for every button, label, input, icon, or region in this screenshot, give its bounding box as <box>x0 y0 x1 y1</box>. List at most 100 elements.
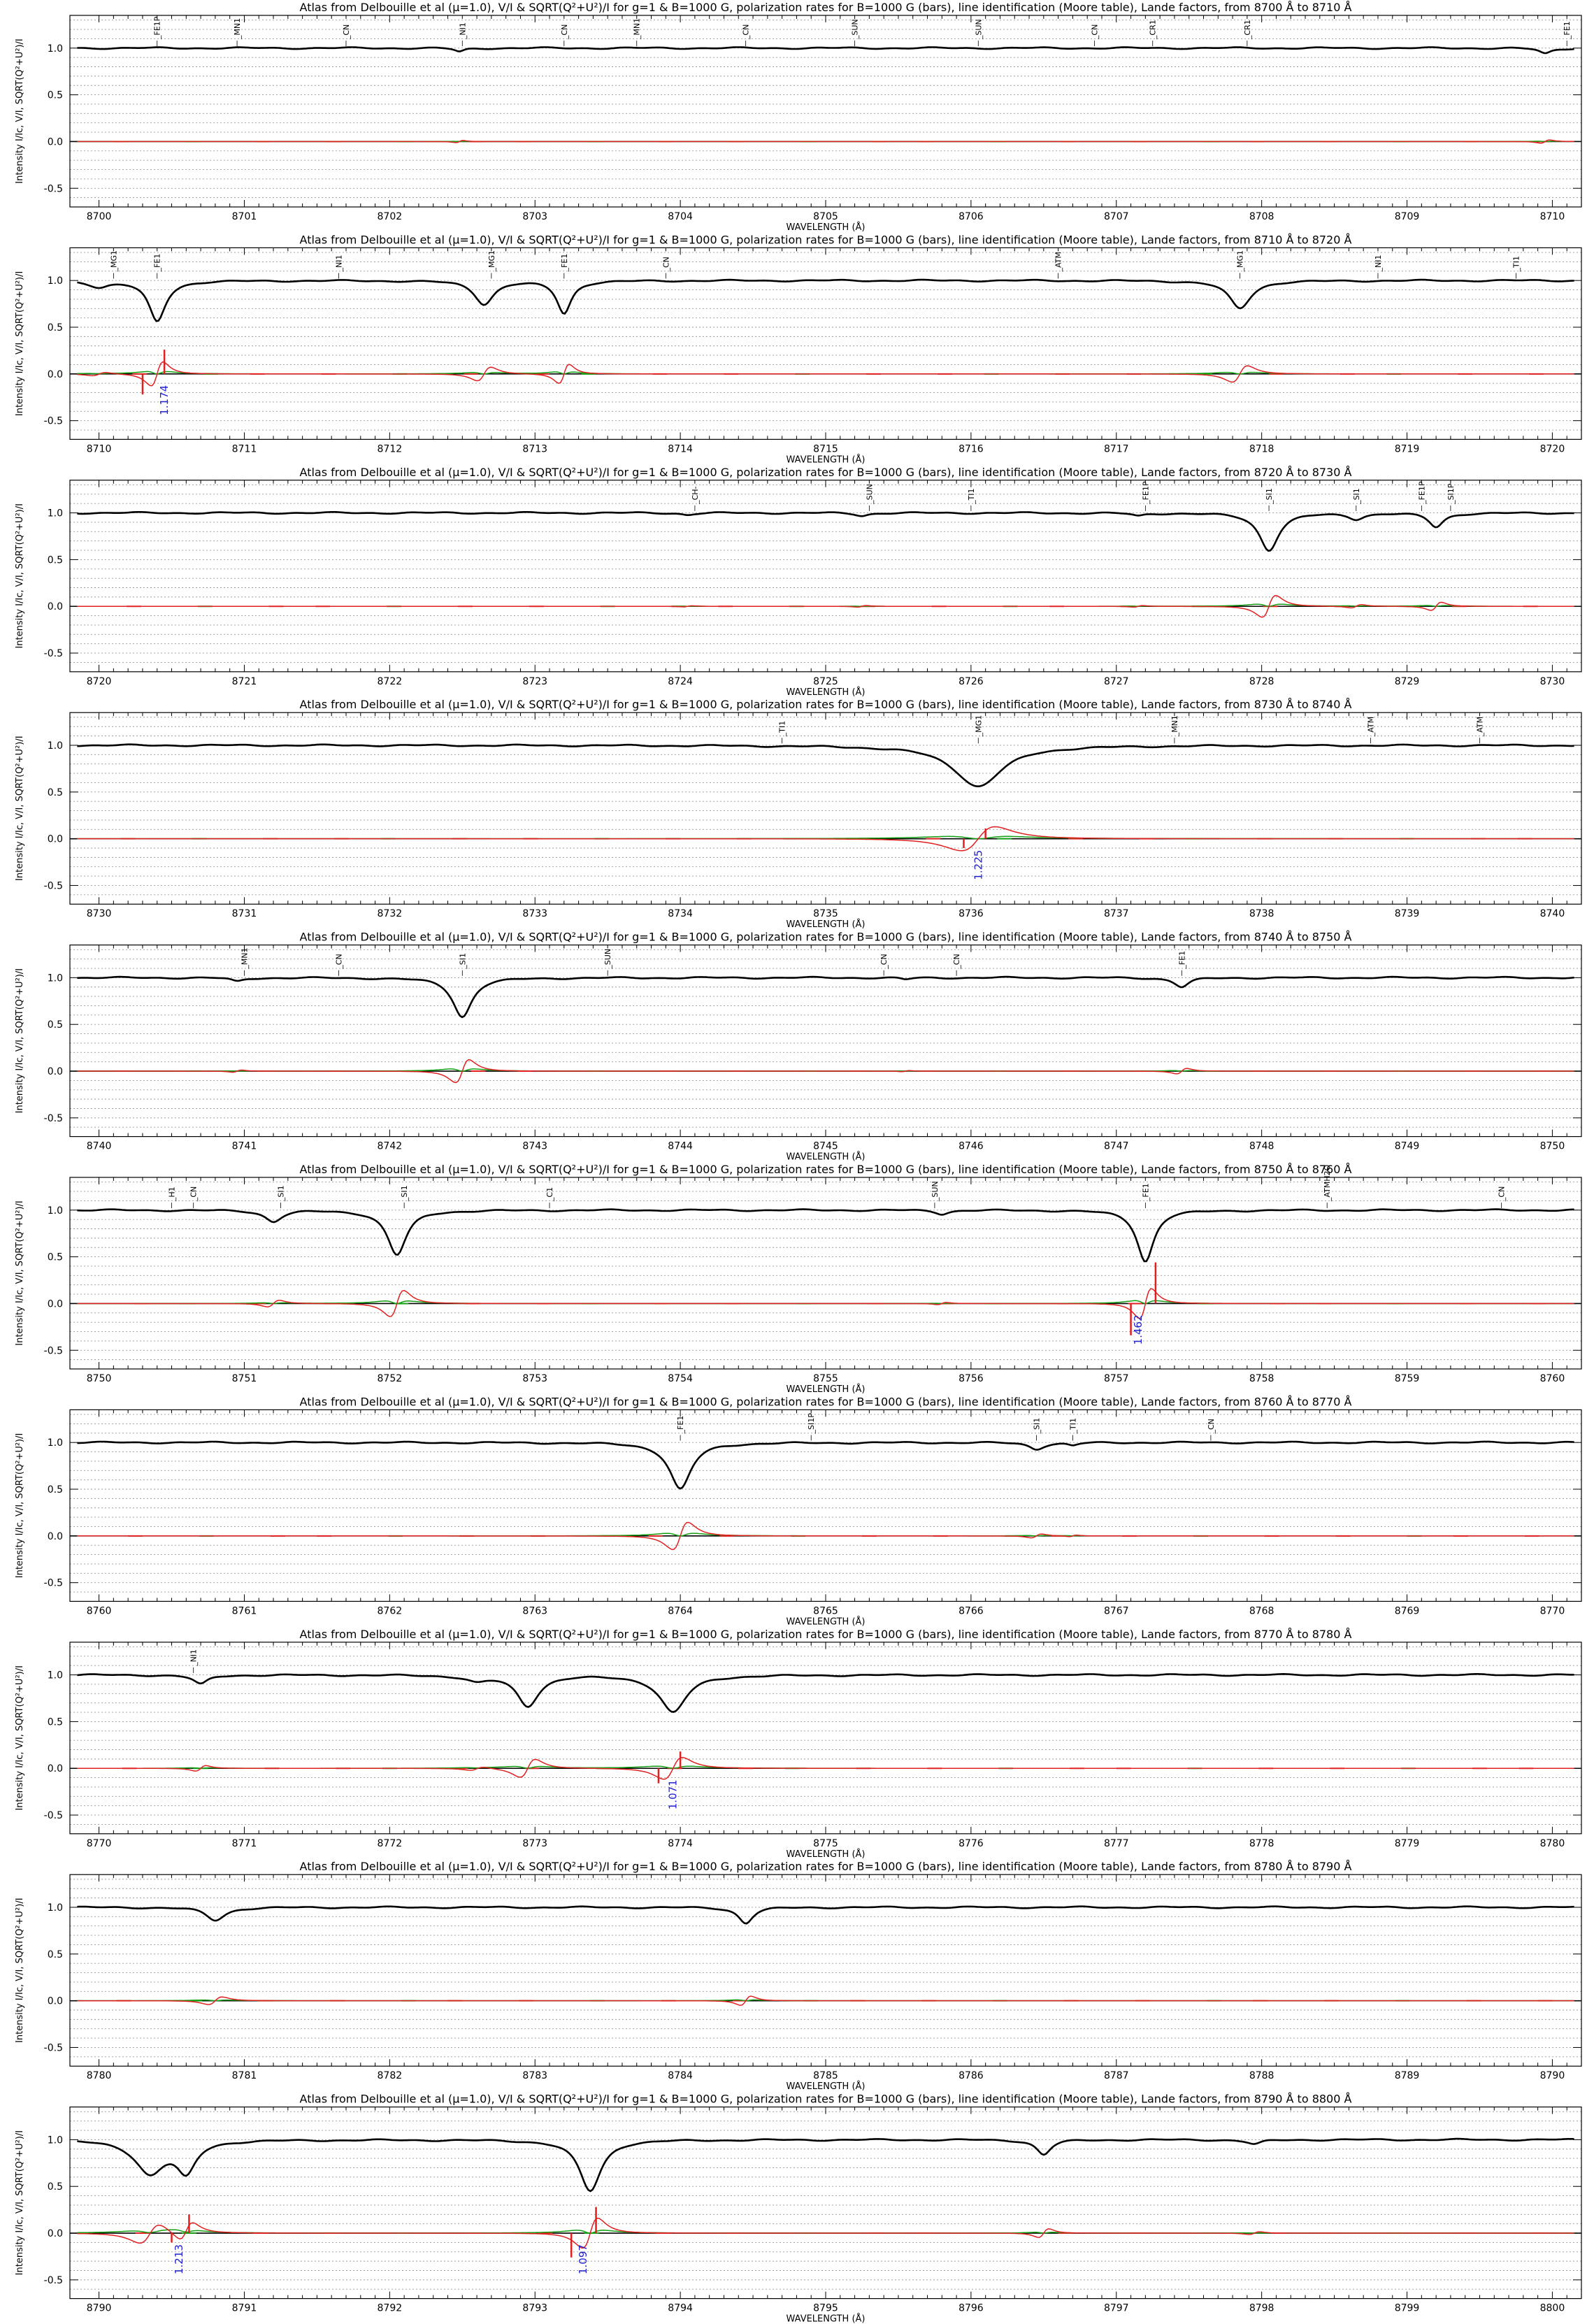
x-tick-label: 8734 <box>668 908 693 919</box>
x-tick-label: 8742 <box>378 1141 403 1152</box>
y-tick-label: 1.0 <box>48 973 63 984</box>
x-tick-label: 8785 <box>813 2070 838 2081</box>
y-tick-label: 0.0 <box>48 1531 63 1542</box>
x-tick-label: 8702 <box>378 211 403 222</box>
x-tick-label: 8751 <box>232 1373 257 1384</box>
line-identification: _SI1 <box>276 1185 285 1202</box>
x-tick-label: 8705 <box>813 211 838 222</box>
y-tick-label: -0.5 <box>44 1810 63 1821</box>
panel-title: Atlas from Delbouille et al (μ=1.0), V/I… <box>300 1163 1352 1176</box>
line-identification: _TI1 <box>967 488 976 504</box>
y-tick-label: 1.0 <box>48 275 63 287</box>
x-tick-label: 8712 <box>378 443 403 454</box>
x-tick-label: 8757 <box>1104 1373 1129 1384</box>
y-tick-label: 1.0 <box>48 1205 63 1217</box>
line-identification: _SUN <box>865 484 874 505</box>
line-identification: _SI1 <box>1032 1418 1041 1435</box>
x-tick-label: 8764 <box>668 1605 693 1616</box>
y-tick-label: -0.5 <box>44 1113 63 1124</box>
line-identification: _CN <box>1091 24 1100 40</box>
x-tick-label: 8788 <box>1249 2070 1275 2081</box>
line-identification: _SI1P <box>1446 483 1456 505</box>
line-identification: _CH- <box>691 486 700 504</box>
plot-frame <box>69 1874 1582 2067</box>
y-tick-label: -0.5 <box>44 2042 63 2053</box>
x-axis-label: WAVELENGTH (Å) <box>787 222 866 233</box>
x-axis-label: WAVELENGTH (Å) <box>787 2081 866 2092</box>
line-identification: _MN1 <box>1170 715 1179 737</box>
x-tick-label: 8794 <box>668 2303 693 2314</box>
x-tick-label: 8765 <box>813 1605 838 1616</box>
circular-polarization-profile <box>77 1059 1574 1084</box>
x-tick-label: 8769 <box>1395 1605 1420 1616</box>
spectrum-panel-5: Atlas from Delbouille et al (μ=1.0), V/I… <box>15 931 1582 1163</box>
lande-factor: 1.213 <box>173 2244 185 2274</box>
x-tick-label: 8723 <box>522 676 547 687</box>
x-tick-label: 8740 <box>87 1141 112 1152</box>
x-tick-label: 8763 <box>522 1605 547 1616</box>
intensity-spectrum <box>77 1440 1574 1490</box>
x-tick-label: 8704 <box>668 211 693 222</box>
line-identification: _NI1 <box>458 22 467 40</box>
x-tick-label: 8758 <box>1249 1373 1275 1384</box>
line-identification: _NI1 <box>335 255 344 273</box>
line-identification: _C1 <box>545 1187 554 1202</box>
y-axis-label: Intensity I/Ic, V/I, SQRT(Q²+U²)/I <box>15 1665 25 1810</box>
x-axis-label: WAVELENGTH (Å) <box>787 2314 866 2324</box>
line-identification: _FE1 <box>1177 951 1186 970</box>
circular-polarization-profile <box>77 1288 1574 1319</box>
y-tick-label: -0.5 <box>44 183 63 194</box>
y-tick-label: 1.0 <box>48 740 63 752</box>
line-identification: _FE1P <box>1141 481 1150 505</box>
x-tick-label: 8726 <box>958 676 984 687</box>
y-tick-label: 0.5 <box>48 1484 63 1495</box>
x-tick-label: 8791 <box>232 2303 257 2314</box>
intensity-spectrum <box>77 1672 1574 1713</box>
x-tick-label: 8733 <box>522 908 547 919</box>
y-tick-label: 0.0 <box>48 369 63 380</box>
spectrum-panel-8: Atlas from Delbouille et al (μ=1.0), V/I… <box>15 1628 1582 1860</box>
line-identification: _FE1 <box>676 1416 685 1435</box>
y-axis-label: Intensity I/Ic, V/I, SQRT(Q²+U²)/I <box>15 38 25 183</box>
y-tick-label: -0.5 <box>44 2275 63 2286</box>
x-tick-label: 8768 <box>1249 1605 1275 1616</box>
panel-title: Atlas from Delbouille et al (μ=1.0), V/I… <box>300 233 1352 246</box>
y-axis-label: Intensity I/Ic, V/I, SQRT(Q²+U²)/I <box>15 2130 25 2275</box>
line-identification: _TI1 <box>1068 1418 1077 1434</box>
x-tick-label: 8715 <box>813 443 838 454</box>
y-tick-label: 1.0 <box>48 1902 63 1914</box>
y-tick-label: -0.5 <box>44 648 63 659</box>
x-tick-label: 8770 <box>87 1838 112 1849</box>
line-identification: _H1 <box>168 1186 177 1202</box>
y-tick-label: -0.5 <box>44 416 63 427</box>
x-tick-label: 8783 <box>522 2070 547 2081</box>
intensity-spectrum <box>77 2137 1574 2193</box>
y-axis-label: Intensity I/Ic, V/I, SQRT(Q²+U²)/I <box>15 503 25 648</box>
y-tick-label: -0.5 <box>44 1345 63 1356</box>
spectrum-panel-7: Atlas from Delbouille et al (μ=1.0), V/I… <box>15 1395 1582 1627</box>
line-identification: _FE1P <box>153 16 162 40</box>
y-tick-label: 0.5 <box>48 1252 63 1263</box>
panel-title: Atlas from Delbouille et al (μ=1.0), V/I… <box>300 698 1352 711</box>
x-tick-label: 8779 <box>1395 1838 1420 1849</box>
x-tick-label: 8727 <box>1104 676 1129 687</box>
line-identification: _SI1 <box>1352 488 1361 505</box>
x-axis-label: WAVELENGTH (Å) <box>787 1849 866 1860</box>
line-identification: _SUN <box>603 949 612 970</box>
line-identification: _MG1 <box>1235 250 1244 273</box>
intensity-spectrum <box>77 975 1574 1019</box>
line-identification: _CN <box>952 954 961 969</box>
x-tick-label: 8762 <box>378 1605 403 1616</box>
y-axis-label: Intensity I/Ic, V/I, SQRT(Q²+U²)/I <box>15 968 25 1113</box>
x-tick-label: 8716 <box>958 443 984 454</box>
x-tick-label: 8780 <box>87 2070 112 2081</box>
intensity-spectrum <box>77 743 1574 788</box>
x-tick-label: 8724 <box>668 676 693 687</box>
x-tick-label: 8720 <box>87 676 112 687</box>
spectrum-panel-4: Atlas from Delbouille et al (μ=1.0), V/I… <box>15 698 1582 930</box>
x-tick-label: 8773 <box>522 1838 547 1849</box>
x-tick-label: 8740 <box>1540 908 1565 919</box>
circular-polarization-profile <box>77 826 1574 852</box>
x-axis-label: WAVELENGTH (Å) <box>787 1616 866 1627</box>
panel-title: Atlas from Delbouille et al (μ=1.0), V/I… <box>300 1 1352 14</box>
